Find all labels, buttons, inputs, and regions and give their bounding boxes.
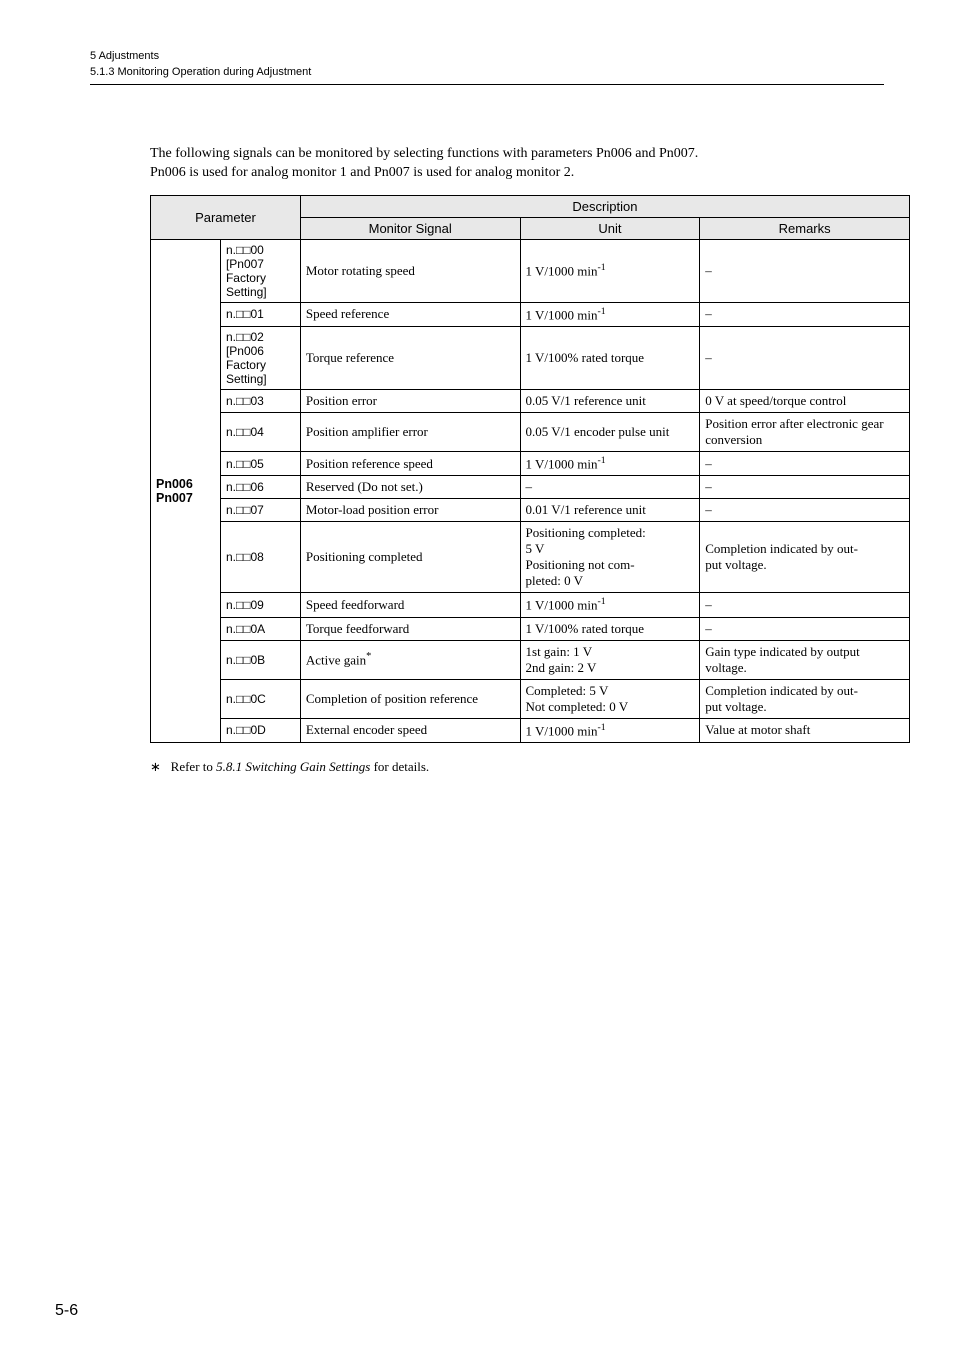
- cell-remarks: Position error after electronic gear con…: [700, 413, 910, 452]
- cell-unit: 1 V/1000 min-1: [520, 593, 700, 617]
- cell-sub: n.□□0B: [220, 640, 300, 679]
- cell-unit: –: [520, 476, 700, 499]
- cell-sub: n.□□02[Pn006FactorySetting]: [220, 327, 300, 390]
- cell-remarks: 0 V at speed/torque control: [700, 390, 910, 413]
- cell-sub: n.□□04: [220, 413, 300, 452]
- th-description: Description: [300, 195, 909, 217]
- table-row: n.□□02[Pn006FactorySetting] Torque refer…: [151, 327, 910, 390]
- cell-remarks: Completion indicated by out-put voltage.: [700, 522, 910, 593]
- chapter-label: 5 Adjustments: [90, 50, 884, 62]
- param-rowhead: Pn006 Pn007: [151, 239, 221, 742]
- cell-remarks: –: [700, 239, 910, 302]
- cell-signal: Position amplifier error: [300, 413, 520, 452]
- cell-unit: 1 V/100% rated torque: [520, 617, 700, 640]
- table-row: n.□□04 Position amplifier error 0.05 V/1…: [151, 413, 910, 452]
- intro-paragraph: The following signals can be monitored b…: [150, 145, 884, 183]
- cell-sub: n.□□01: [220, 302, 300, 326]
- footnote-italic: 5.8.1 Switching Gain Settings: [216, 759, 370, 774]
- cell-unit: 0.01 V/1 reference unit: [520, 499, 700, 522]
- cell-signal: Torque feedforward: [300, 617, 520, 640]
- cell-signal: Position error: [300, 390, 520, 413]
- cell-unit: 1 V/1000 min-1: [520, 239, 700, 302]
- cell-signal: Active gain*: [300, 640, 520, 679]
- cell-unit: 1 V/1000 min-1: [520, 718, 700, 742]
- th-remarks: Remarks: [700, 217, 910, 239]
- table-row: n.□□0A Torque feedforward 1 V/100% rated…: [151, 617, 910, 640]
- monitor-signal-table: Parameter Description Monitor Signal Uni…: [150, 195, 910, 743]
- cell-sub: n.□□03: [220, 390, 300, 413]
- table-row: n.□□0C Completion of position reference …: [151, 679, 910, 718]
- intro-line1: The following signals can be monitored b…: [150, 146, 698, 161]
- cell-remarks: –: [700, 617, 910, 640]
- cell-sub: n.□□00[Pn007FactorySetting]: [220, 239, 300, 302]
- cell-sub: n.□□09: [220, 593, 300, 617]
- cell-signal: Speed feedforward: [300, 593, 520, 617]
- cell-unit: 1 V/100% rated torque: [520, 327, 700, 390]
- table-row: n.□□09 Speed feedforward 1 V/1000 min-1 …: [151, 593, 910, 617]
- table-header-row-1: Parameter Description: [151, 195, 910, 217]
- cell-unit: 0.05 V/1 reference unit: [520, 390, 700, 413]
- cell-remarks: –: [700, 476, 910, 499]
- cell-unit: 1 V/1000 min-1: [520, 452, 700, 476]
- th-parameter: Parameter: [151, 195, 301, 239]
- section-label: 5.1.3 Monitoring Operation during Adjust…: [90, 66, 884, 85]
- cell-signal: Positioning completed: [300, 522, 520, 593]
- footnote-prefix: Refer to: [171, 759, 216, 774]
- th-unit: Unit: [520, 217, 700, 239]
- table-row: n.□□03 Position error 0.05 V/1 reference…: [151, 390, 910, 413]
- footnote: ∗ Refer to 5.8.1 Switching Gain Settings…: [150, 759, 884, 775]
- cell-signal: Position reference speed: [300, 452, 520, 476]
- cell-signal: Speed reference: [300, 302, 520, 326]
- cell-sub: n.□□07: [220, 499, 300, 522]
- param-pn007: Pn007: [156, 491, 193, 505]
- cell-sub: n.□□06: [220, 476, 300, 499]
- cell-sub: n.□□0C: [220, 679, 300, 718]
- cell-signal: Motor-load position error: [300, 499, 520, 522]
- table-row: Pn006 Pn007 n.□□00[Pn007FactorySetting] …: [151, 239, 910, 302]
- cell-remarks: –: [700, 302, 910, 326]
- cell-remarks: Value at motor shaft: [700, 718, 910, 742]
- table-row: n.□□06 Reserved (Do not set.) – –: [151, 476, 910, 499]
- cell-sub: n.□□05: [220, 452, 300, 476]
- cell-sub: n.□□0A: [220, 617, 300, 640]
- cell-remarks: –: [700, 327, 910, 390]
- cell-unit: Positioning completed:5 VPositioning not…: [520, 522, 700, 593]
- page-header: 5 Adjustments 5.1.3 Monitoring Operation…: [90, 50, 884, 85]
- param-pn006: Pn006: [156, 477, 193, 491]
- table-row: n.□□08 Positioning completed Positioning…: [151, 522, 910, 593]
- cell-signal: Completion of position reference: [300, 679, 520, 718]
- cell-remarks: Completion indicated by out-put voltage.: [700, 679, 910, 718]
- cell-unit: 1st gain: 1 V2nd gain: 2 V: [520, 640, 700, 679]
- cell-signal: Reserved (Do not set.): [300, 476, 520, 499]
- cell-remarks: Gain type indicated by output voltage.: [700, 640, 910, 679]
- table-row: n.□□0B Active gain* 1st gain: 1 V2nd gai…: [151, 640, 910, 679]
- cell-signal: Motor rotating speed: [300, 239, 520, 302]
- cell-signal: External encoder speed: [300, 718, 520, 742]
- footnote-marker: ∗: [150, 759, 161, 774]
- page-number: 5-6: [55, 1302, 78, 1320]
- cell-unit: 0.05 V/1 encoder pulse unit: [520, 413, 700, 452]
- cell-sub: n.□□0D: [220, 718, 300, 742]
- cell-remarks: –: [700, 593, 910, 617]
- cell-remarks: –: [700, 499, 910, 522]
- intro-line2: Pn006 is used for analog monitor 1 and P…: [150, 165, 574, 180]
- footnote-suffix: for details.: [370, 759, 429, 774]
- table-row: n.□□05 Position reference speed 1 V/1000…: [151, 452, 910, 476]
- cell-signal: Torque reference: [300, 327, 520, 390]
- cell-sub: n.□□08: [220, 522, 300, 593]
- table-row: n.□□01 Speed reference 1 V/1000 min-1 –: [151, 302, 910, 326]
- cell-unit: Completed: 5 VNot completed: 0 V: [520, 679, 700, 718]
- table-row: n.□□0D External encoder speed 1 V/1000 m…: [151, 718, 910, 742]
- table-row: n.□□07 Motor-load position error 0.01 V/…: [151, 499, 910, 522]
- cell-remarks: –: [700, 452, 910, 476]
- cell-unit: 1 V/1000 min-1: [520, 302, 700, 326]
- th-monitor-signal: Monitor Signal: [300, 217, 520, 239]
